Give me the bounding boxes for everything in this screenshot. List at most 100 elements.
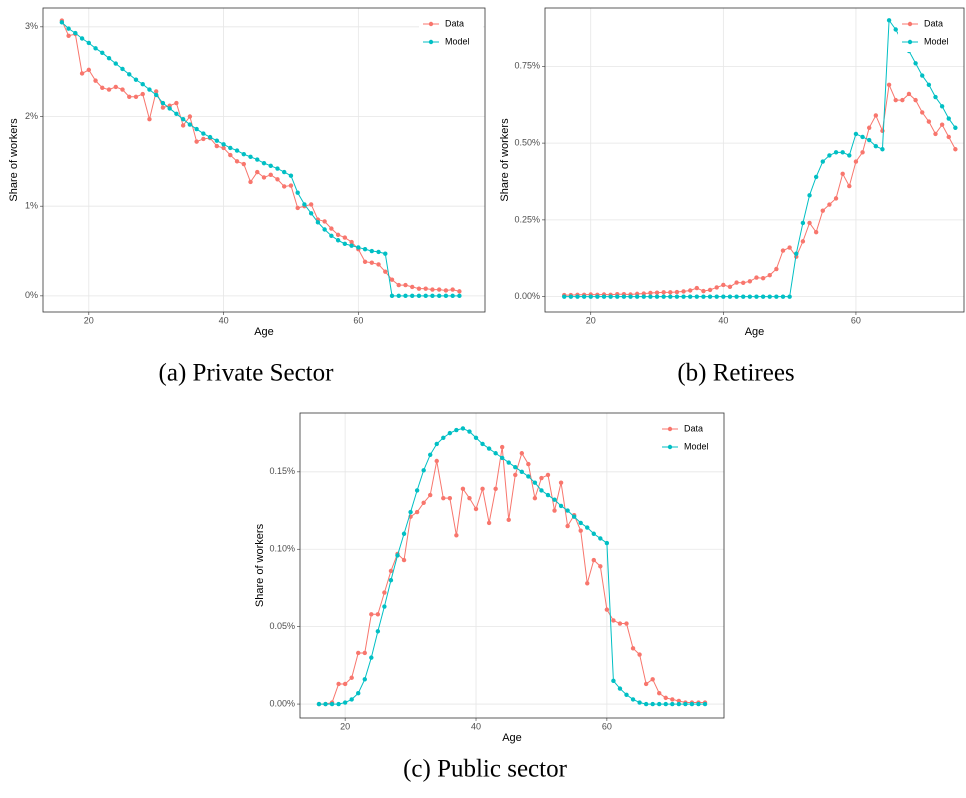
legend-box: [658, 421, 722, 457]
data-point: [248, 179, 253, 185]
data-point: [410, 293, 415, 299]
data-point: [194, 139, 199, 144]
data-point: [486, 520, 492, 526]
data-point: [389, 277, 395, 282]
data-point: [707, 294, 713, 299]
data-point: [558, 480, 564, 485]
y-axis-title: Share of workers: [254, 523, 266, 607]
data-point: [460, 426, 466, 431]
data-point: [860, 150, 865, 155]
data-point: [741, 280, 746, 286]
data-point: [939, 122, 945, 127]
data-point: [120, 87, 125, 92]
data-point: [430, 287, 435, 292]
data-point: [261, 160, 267, 166]
y-tick-label: 0%: [25, 290, 38, 300]
data-point: [335, 232, 341, 238]
data-point: [565, 523, 570, 529]
data-point: [598, 536, 603, 541]
data-point: [450, 287, 455, 292]
data-point: [59, 20, 65, 25]
data-point: [401, 557, 407, 563]
data-point: [608, 294, 613, 299]
x-tick-label: 20: [586, 315, 596, 325]
data-point: [519, 469, 525, 475]
data-point: [630, 697, 636, 702]
data-point: [687, 294, 693, 299]
data-point: [436, 287, 442, 292]
data-point: [920, 73, 925, 78]
data-point: [820, 208, 825, 213]
data-point: [900, 97, 905, 103]
data-point: [66, 26, 71, 31]
data-point: [228, 152, 233, 158]
data-point: [329, 233, 334, 238]
legend-label: Data: [445, 18, 464, 28]
data-point: [648, 294, 653, 299]
data-point: [575, 294, 580, 299]
data-point: [794, 251, 799, 256]
legend-label: Model: [924, 36, 949, 46]
data-point: [383, 269, 388, 274]
data-point: [630, 646, 636, 651]
data-point: [416, 286, 422, 291]
data-point: [578, 520, 583, 526]
data-point: [696, 701, 701, 707]
data-point: [493, 451, 498, 456]
data-point: [513, 472, 518, 478]
data-point: [526, 474, 531, 479]
data-point: [436, 293, 442, 299]
data-point: [833, 196, 839, 201]
data-point: [79, 36, 85, 41]
data-point: [552, 497, 557, 502]
data-point: [741, 294, 746, 299]
data-point: [702, 701, 708, 707]
data-point: [467, 495, 472, 501]
data-point: [800, 239, 806, 244]
data-point: [322, 219, 327, 224]
data-point: [648, 290, 653, 296]
data-point: [807, 220, 812, 226]
data-point: [356, 650, 361, 656]
x-tick-label: 40: [718, 315, 728, 325]
y-tick-label: 0.05%: [269, 621, 295, 631]
data-point: [473, 506, 479, 512]
data-point: [248, 154, 253, 160]
legend-key-point: [907, 21, 913, 27]
data-point: [288, 183, 294, 188]
data-point: [813, 229, 819, 235]
data-point: [657, 691, 662, 696]
data-point: [434, 458, 439, 464]
data-point: [674, 294, 680, 299]
data-point: [423, 286, 428, 291]
data-point: [261, 175, 267, 180]
data-point: [689, 701, 695, 707]
data-point: [369, 612, 374, 617]
data-point: [840, 171, 845, 177]
data-point: [643, 701, 649, 707]
data-point: [661, 290, 666, 295]
data-point: [396, 282, 401, 288]
data-point: [160, 100, 166, 106]
data-point: [946, 116, 951, 121]
y-tick-label: 0.50%: [514, 137, 540, 147]
data-point: [654, 294, 660, 299]
data-point: [133, 94, 139, 99]
data-point: [100, 50, 105, 56]
data-point: [754, 294, 759, 299]
data-point: [833, 150, 839, 155]
data-point: [127, 72, 132, 77]
data-point: [421, 468, 426, 473]
chart-panel: 0.00% 0.25% 0.50% 0.75% 20 40 60 Age Share of wo…: [499, 7, 965, 387]
data-point: [362, 259, 368, 264]
data-point: [526, 461, 531, 467]
data-point: [234, 148, 240, 153]
data-point: [457, 293, 462, 299]
legend-key-point: [428, 21, 434, 27]
data-point: [241, 161, 246, 167]
data-point: [661, 294, 666, 299]
data-point: [342, 241, 348, 247]
caption: (b) Retirees: [677, 360, 794, 387]
data-point: [654, 290, 660, 295]
data-point: [457, 289, 462, 294]
